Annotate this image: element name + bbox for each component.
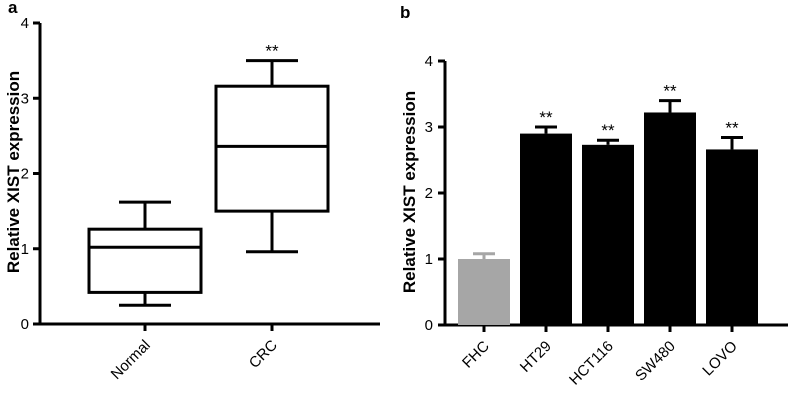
panel-b-significance-mark: **	[663, 82, 677, 101]
panel-b-category-label: HCT116	[566, 338, 617, 389]
panel-a-category-label: Normal	[108, 337, 154, 383]
bar	[458, 259, 510, 325]
panel-b-significance-mark: **	[601, 121, 615, 140]
panel-a-y-tick-label: 0	[21, 316, 29, 333]
panel-b-category-label: SW480	[632, 338, 679, 385]
panel-b-y-tick-label: 0	[425, 317, 433, 334]
panel-b-bar-group-sw480: **	[644, 82, 696, 325]
panel-a-box-plot: 0 1 2 3 4 Normal ** CRC	[21, 15, 380, 383]
bar	[706, 149, 758, 325]
panel-a-letter: a	[8, 0, 18, 17]
panel-a-significance-mark: **	[265, 42, 279, 61]
panel-b-bar-group-ht29: **	[520, 108, 572, 325]
panel-b-y-tick-label: 4	[425, 53, 433, 70]
bar	[644, 112, 696, 325]
panel-b-significance-mark: **	[725, 119, 739, 138]
panel-b-y-tick-label: 2	[425, 185, 433, 202]
box-iqr-rect	[214, 84, 330, 213]
panel-a-category-label: CRC	[246, 337, 281, 372]
panel-a-y-tick-label: 3	[21, 90, 29, 107]
panel-b-y-tick-label: 3	[425, 119, 433, 136]
box-iqr-rect	[87, 227, 203, 294]
panel-b-y-tick-label: 1	[425, 251, 433, 268]
panel-b-category-label: LOVO	[699, 338, 740, 379]
panel-b-y-axis-title: Relative XIST expression	[400, 91, 419, 293]
panel-a-box-normal	[87, 200, 203, 307]
bar	[520, 133, 572, 325]
bar	[582, 144, 634, 325]
panel-b-bar-chart: 0 1 2 3 4 FHC ** HT29 ** HCT116 ** SW480 ** LOVO	[425, 53, 788, 389]
panel-b-bar-group-lovo: **	[706, 119, 758, 325]
panel-a-box-crc: **	[214, 42, 330, 254]
panel-b-significance-mark: **	[539, 108, 553, 127]
panel-a-y-axis-title: Relative XIST expression	[4, 71, 23, 273]
panel-b-bar-group-fhc	[458, 252, 510, 325]
panel-b-bar-group-hct116: **	[582, 121, 634, 325]
panel-a-y-tick-label: 1	[21, 241, 29, 258]
panel-b-category-label: HT29	[517, 338, 555, 376]
panel-a-y-tick-label: 4	[21, 15, 29, 32]
panel-b-category-label: FHC	[459, 338, 493, 372]
panel-b-letter: b	[400, 3, 410, 22]
panel-a-y-tick-label: 2	[21, 166, 29, 183]
